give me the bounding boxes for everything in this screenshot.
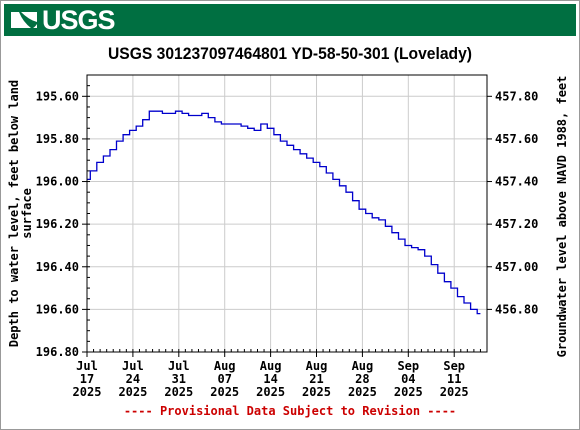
x-tick-label: 21 <box>309 372 323 386</box>
x-tick-label: 28 <box>355 372 369 386</box>
y-tick-label: 195.80 <box>36 132 79 146</box>
usgs-logo[interactable]: USGS <box>9 4 116 35</box>
x-tick-label: 31 <box>172 372 186 386</box>
x-tick-label: Aug <box>306 359 328 373</box>
y-tick-label: 196.60 <box>36 302 79 316</box>
x-tick-label: 2025 <box>440 385 469 399</box>
x-tick-label: Jul <box>122 359 144 373</box>
x-tick-label: 2025 <box>210 385 239 399</box>
x-tick-label: 11 <box>447 372 461 386</box>
x-tick-label: Sep <box>397 359 419 373</box>
x-tick-label: Aug <box>260 359 282 373</box>
x-tick-label: 04 <box>401 372 415 386</box>
y-axis-label: Depth to water level, feet below land <box>7 80 21 347</box>
y2-axis-label: Groundwater level above NAVD 1988, feet <box>555 76 569 358</box>
y2-tick-label: 457.00 <box>495 260 538 274</box>
y-axis-label-line2: surface <box>20 188 34 239</box>
x-tick-label: 2025 <box>118 385 147 399</box>
x-tick-label: 2025 <box>394 385 423 399</box>
x-tick-label: 2025 <box>348 385 377 399</box>
x-tick-label: Aug <box>214 359 236 373</box>
usgs-header-bar: USGS <box>4 4 576 36</box>
x-tick-label: Jul <box>76 359 98 373</box>
x-tick-label: Sep <box>443 359 465 373</box>
y-tick-label: 196.00 <box>36 175 79 189</box>
y-tick-label: 196.20 <box>36 217 79 231</box>
y-tick-label: 196.40 <box>36 260 79 274</box>
chart-title: USGS 301237097464801 YD-58-50-301 (Lovel… <box>107 44 473 63</box>
usgs-wave-icon <box>11 12 37 28</box>
x-tick-label: 24 <box>126 372 140 386</box>
y2-tick-label: 457.80 <box>495 89 538 103</box>
usgs-logo-text: USGS <box>42 4 116 35</box>
x-tick-label: 14 <box>263 372 277 386</box>
x-tick-label: 2025 <box>302 385 331 399</box>
plot-border <box>86 74 488 353</box>
x-tick-label: 17 <box>80 372 94 386</box>
provisional-data-notice: ---- Provisional Data Subject to Revisio… <box>123 404 457 418</box>
x-tick-label: 07 <box>217 372 231 386</box>
x-tick-label: Jul <box>168 359 190 373</box>
y2-tick-label: 456.80 <box>495 302 538 316</box>
y2-tick-label: 457.60 <box>495 132 538 146</box>
x-tick-label: 2025 <box>164 385 193 399</box>
plot-background <box>87 75 487 352</box>
y2-tick-label: 457.40 <box>495 175 538 189</box>
x-tick-label: Aug <box>352 359 374 373</box>
x-tick-label: 2025 <box>73 385 102 399</box>
y2-tick-label: 457.20 <box>495 217 538 231</box>
x-tick-label: 2025 <box>256 385 285 399</box>
y-tick-label: 196.80 <box>36 345 79 359</box>
y-tick-label: 195.60 <box>36 89 79 103</box>
water-level-line <box>87 110 481 315</box>
